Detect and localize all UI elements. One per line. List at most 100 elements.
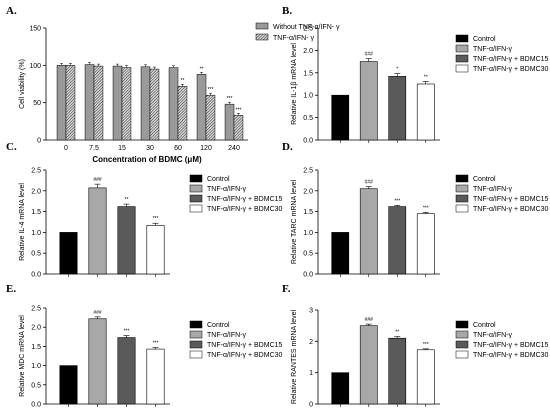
x-tick-label: 15	[118, 145, 126, 152]
significance-marker: ###	[93, 310, 102, 316]
bar-2	[117, 206, 136, 275]
y-tick-label: 0	[37, 138, 41, 145]
y-tick-label: 0.0	[303, 138, 313, 145]
y-tick-label: 3	[309, 308, 313, 315]
legend-swatch	[455, 330, 469, 339]
panel-label: F.	[282, 283, 291, 295]
significance-marker: ***	[423, 342, 429, 348]
legend-label: Control	[207, 322, 230, 329]
bar-120-series-1	[205, 94, 216, 141]
bar-0-series-1	[65, 65, 76, 141]
significance-marker: ***	[153, 341, 159, 347]
y-tick-label: 2.0	[303, 188, 313, 195]
y-tick-label: 150	[29, 26, 41, 33]
y-axis-label: Relative RANTES mRNA level	[291, 309, 298, 404]
significance-marker: ###	[93, 177, 102, 183]
panel-label: D.	[282, 141, 293, 153]
legend-label: TNF-α/IFN-γ + BDMC15	[473, 196, 549, 203]
bar-1	[359, 61, 378, 141]
significance-marker: ***	[227, 96, 233, 102]
y-tick-label: 0.0	[31, 272, 41, 279]
significance-marker: ***	[124, 329, 130, 335]
y-axis-label: Relative IL-4 mRNA level	[19, 183, 26, 261]
legend-label: TNF-α/IFN-γ	[473, 332, 513, 339]
legend-swatch	[455, 44, 469, 53]
legend-swatch	[189, 320, 203, 329]
significance-marker: **	[424, 74, 428, 80]
y-tick-label: 1.5	[31, 209, 41, 216]
bar-120-series-0	[196, 74, 207, 141]
x-tick-label: 0	[64, 145, 68, 152]
y-tick-label: 1.0	[303, 93, 313, 100]
y-tick-label: 2.5	[303, 168, 313, 175]
y-tick-label: 0.0	[303, 272, 313, 279]
legend-label: TNF-α/IFN-γ + BDMC30	[473, 352, 549, 359]
y-tick-label: 0.5	[303, 251, 313, 258]
bar-15-series-1	[121, 67, 132, 141]
y-tick-label: 0.5	[31, 382, 41, 389]
legend-swatch	[189, 184, 203, 193]
legend-swatch	[455, 54, 469, 63]
legend-swatch	[455, 320, 469, 329]
legend-label: TNF-α/IFN-γ + BDMC15	[207, 342, 283, 349]
bar-0	[59, 232, 78, 275]
bar-30-series-0	[140, 66, 151, 141]
legend-label: Control	[473, 322, 496, 329]
legend-swatch	[455, 340, 469, 349]
x-axis-label: Concentration of BDMC (μM)	[92, 155, 202, 164]
legend-swatch	[455, 64, 469, 73]
bar-30-series-1	[149, 68, 160, 141]
panel-c: C. 0.0 0.5 1.0 1.5 2.0 2.5 Relative IL-4 mRNA l…	[6, 141, 283, 279]
x-tick-label: 240	[228, 145, 240, 152]
y-tick-label: 1.0	[31, 230, 41, 237]
x-tick-label: 120	[200, 145, 212, 152]
bar-60-series-0	[168, 67, 179, 141]
legend-label: TNF-α/IFN-γ + BDMC15	[473, 56, 549, 63]
y-axis-label: Relative TARC mRNA level	[291, 179, 298, 264]
legend-swatch	[455, 350, 469, 359]
bar-3	[146, 348, 165, 405]
bar-1	[88, 318, 107, 405]
legend-swatch	[189, 350, 203, 359]
bar-1	[359, 188, 378, 275]
legend-swatch	[189, 330, 203, 339]
legend-swatch	[455, 194, 469, 203]
significance-marker: **	[200, 66, 204, 72]
x-tick-label: 7.5	[89, 145, 99, 152]
legend-label: TNF-α/IFN-γ	[473, 46, 513, 53]
significance-marker: **	[395, 330, 399, 336]
y-tick-label: 50	[33, 100, 41, 107]
significance-marker: **	[181, 78, 185, 84]
panel-label: C.	[6, 141, 17, 153]
legend-label: TNF-α/IFN-γ + BDMC30	[473, 206, 549, 213]
legend-label: Control	[207, 176, 230, 183]
bar-3	[146, 225, 165, 275]
y-tick-label: 100	[29, 63, 41, 70]
legend-label: TNF-α/IFN- γ	[273, 35, 314, 42]
y-tick-label: 2.0	[303, 48, 313, 55]
legend-swatch	[189, 340, 203, 349]
legend-label: TNF-α/IFN-γ	[207, 332, 247, 339]
panel-label: B.	[282, 5, 292, 17]
legend-label: TNF-α/IFN-γ + BDMC15	[207, 196, 283, 203]
y-tick-label: 1.0	[303, 230, 313, 237]
bar-2	[388, 76, 407, 141]
legend-label: TNF-α/IFN-γ	[207, 186, 247, 193]
y-axis-label: Relative MDC mRNA level	[19, 315, 26, 397]
significance-marker: *	[396, 67, 398, 73]
y-tick-label: 2.5	[31, 168, 41, 175]
significance-marker: ***	[208, 87, 214, 93]
significance-marker: ###	[365, 317, 374, 323]
bar-0	[331, 372, 350, 405]
bar-0	[331, 232, 350, 275]
y-tick-label: 2.5	[31, 306, 41, 313]
bar-15-series-0	[112, 65, 123, 141]
legend-label: Control	[473, 36, 496, 43]
y-tick-label: 0.5	[31, 251, 41, 258]
y-tick-label: 2.5	[303, 26, 313, 33]
bar-3	[416, 349, 435, 405]
panel-label: E.	[6, 283, 16, 295]
bar-0-series-0	[56, 65, 67, 141]
